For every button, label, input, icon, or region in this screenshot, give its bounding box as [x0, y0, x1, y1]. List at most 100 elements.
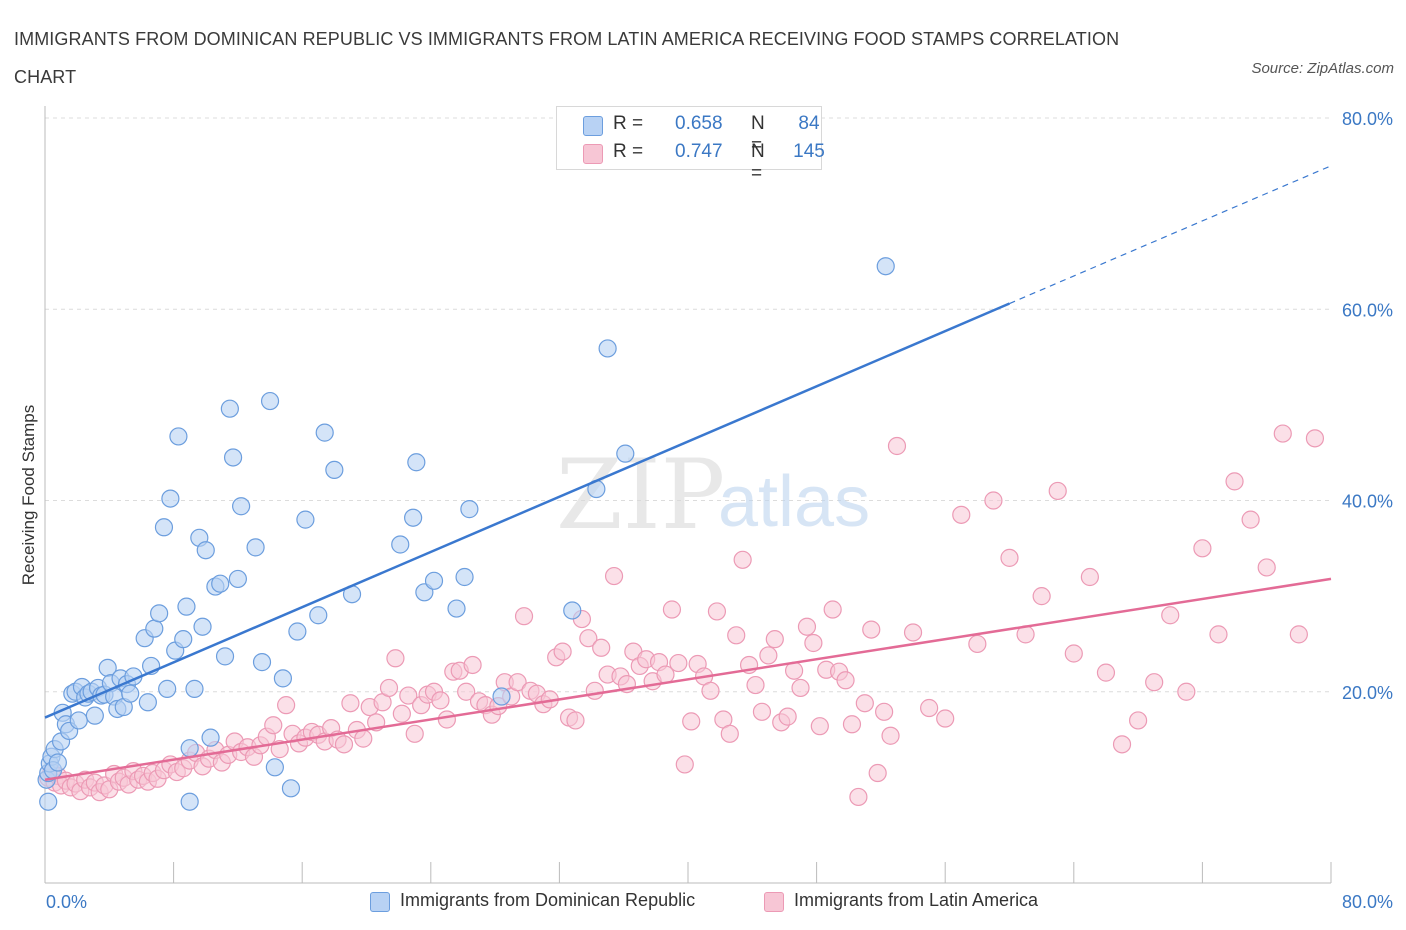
- latin-america-point: [341, 694, 360, 713]
- latin-america-point: [463, 655, 482, 675]
- dominican-point: [424, 571, 444, 590]
- dominican-point: [180, 739, 199, 758]
- dominican-point: [616, 444, 635, 463]
- dominican-point: [201, 728, 220, 747]
- dominican-point: [273, 669, 293, 688]
- dominican-point: [309, 606, 328, 625]
- legend-r-value: 0.658: [675, 113, 723, 134]
- x-tick-label: 0.0%: [46, 892, 87, 912]
- legend-r-value: 0.747: [675, 141, 723, 162]
- latin-america-point: [1305, 429, 1325, 448]
- latin-america-point: [707, 602, 727, 621]
- legend-n-value: 84: [798, 113, 820, 134]
- correlation-legend: R = 0.658 N = 84 R = 0.747 N = 145: [556, 106, 825, 184]
- latin-america-point: [836, 671, 855, 690]
- latin-america-point: [855, 694, 874, 713]
- dominican-point: [265, 758, 284, 777]
- latin-america-point: [1257, 558, 1276, 577]
- dominican-point: [391, 535, 410, 554]
- latin-america-point: [875, 702, 894, 721]
- latin-america-point: [1225, 472, 1244, 491]
- axes: [44, 106, 1332, 884]
- latin-america-point: [1273, 424, 1292, 443]
- dominican-point: [315, 423, 334, 442]
- latin-america-point: [920, 698, 939, 718]
- latin-america-point: [579, 629, 598, 648]
- trend-lines: [44, 165, 1332, 781]
- dominican-point: [460, 500, 479, 519]
- dominican-point: [252, 653, 272, 672]
- dominican-point: [138, 693, 157, 712]
- dominican-point: [174, 630, 193, 649]
- dominican-point: [220, 399, 239, 418]
- dominican-point: [169, 427, 188, 446]
- latin-america-point: [1177, 682, 1196, 701]
- latin-america-point: [566, 711, 585, 730]
- bottom-legend-label: Immigrants from Dominican Republic: [400, 890, 696, 910]
- latin-america-point: [264, 716, 283, 735]
- dominican-point: [407, 453, 426, 472]
- dominican-point: [492, 687, 511, 706]
- dominican-point: [563, 601, 582, 620]
- dominican-point: [455, 567, 474, 587]
- dominican-point: [69, 711, 88, 730]
- latin-america-point: [849, 787, 868, 807]
- source-label: Source: ZipAtlas.com: [1251, 60, 1394, 77]
- latin-america-point: [952, 505, 971, 524]
- y-axis-label: Receiving Food Stamps: [19, 405, 38, 585]
- latin-america-point: [903, 623, 923, 642]
- latin-america-point: [604, 566, 624, 586]
- latin-america-point: [1289, 625, 1308, 644]
- dominican-point: [193, 617, 212, 636]
- latin-america-point: [804, 633, 823, 653]
- dominican-point: [39, 792, 58, 811]
- latin-america-point: [662, 600, 682, 619]
- latin-america-point: [1064, 644, 1083, 663]
- latin-america-point: [868, 763, 887, 783]
- x-tick-label: 80.0%: [1342, 892, 1393, 912]
- latin-america-point: [437, 710, 456, 729]
- legend-swatch-blue: [583, 116, 603, 136]
- dominican-point: [228, 569, 247, 589]
- dominican-trend-extension: [1009, 165, 1332, 305]
- latin-america-point: [508, 673, 527, 692]
- latin-america-point: [733, 550, 752, 569]
- latin-america-point: [778, 707, 797, 726]
- y-tick-label: 80.0%: [1342, 109, 1393, 129]
- dominican-point: [598, 339, 617, 358]
- chart-title: IMMIGRANTS FROM DOMINICAN REPUBLIC VS IM…: [14, 29, 1120, 87]
- y-tick-label: 60.0%: [1342, 300, 1393, 320]
- latin-america-trend-line: [44, 577, 1332, 781]
- latin-america-point: [1128, 711, 1148, 730]
- latin-america-point: [984, 491, 1003, 510]
- latin-america-point: [887, 436, 907, 456]
- latin-america-point: [791, 678, 810, 698]
- latin-america-point: [1096, 663, 1116, 682]
- dominican-point: [296, 510, 315, 529]
- latin-america-point: [592, 638, 611, 657]
- latin-america-point: [1209, 625, 1228, 644]
- dominican-point: [876, 257, 895, 276]
- dominican-point: [447, 599, 466, 618]
- latin-america-point: [553, 642, 572, 661]
- latin-america-point: [354, 729, 373, 748]
- latin-america-point: [1241, 510, 1260, 529]
- dominican-point: [246, 538, 265, 557]
- dominican-point: [145, 619, 164, 638]
- dominican-point: [158, 679, 177, 698]
- latin-america-point: [386, 649, 405, 668]
- series-latin-america-points: [39, 424, 1325, 807]
- legend-n-label: N =: [751, 113, 765, 156]
- latin-america-point: [1080, 567, 1099, 587]
- latin-america-point: [405, 724, 424, 743]
- latin-america-point: [431, 691, 450, 710]
- latin-america-point: [797, 617, 817, 636]
- bottom-swatch-blue: [370, 892, 390, 912]
- dominican-point: [177, 597, 196, 616]
- legend-swatch-pink: [583, 144, 603, 164]
- latin-america-point: [1112, 735, 1132, 754]
- latin-america-point: [823, 600, 842, 619]
- tick-labels: 20.0% 40.0% 60.0% 80.0% 0.0% 80.0%: [46, 109, 1393, 912]
- y-tick-label: 20.0%: [1342, 683, 1393, 703]
- dominican-trend-line: [44, 302, 1010, 719]
